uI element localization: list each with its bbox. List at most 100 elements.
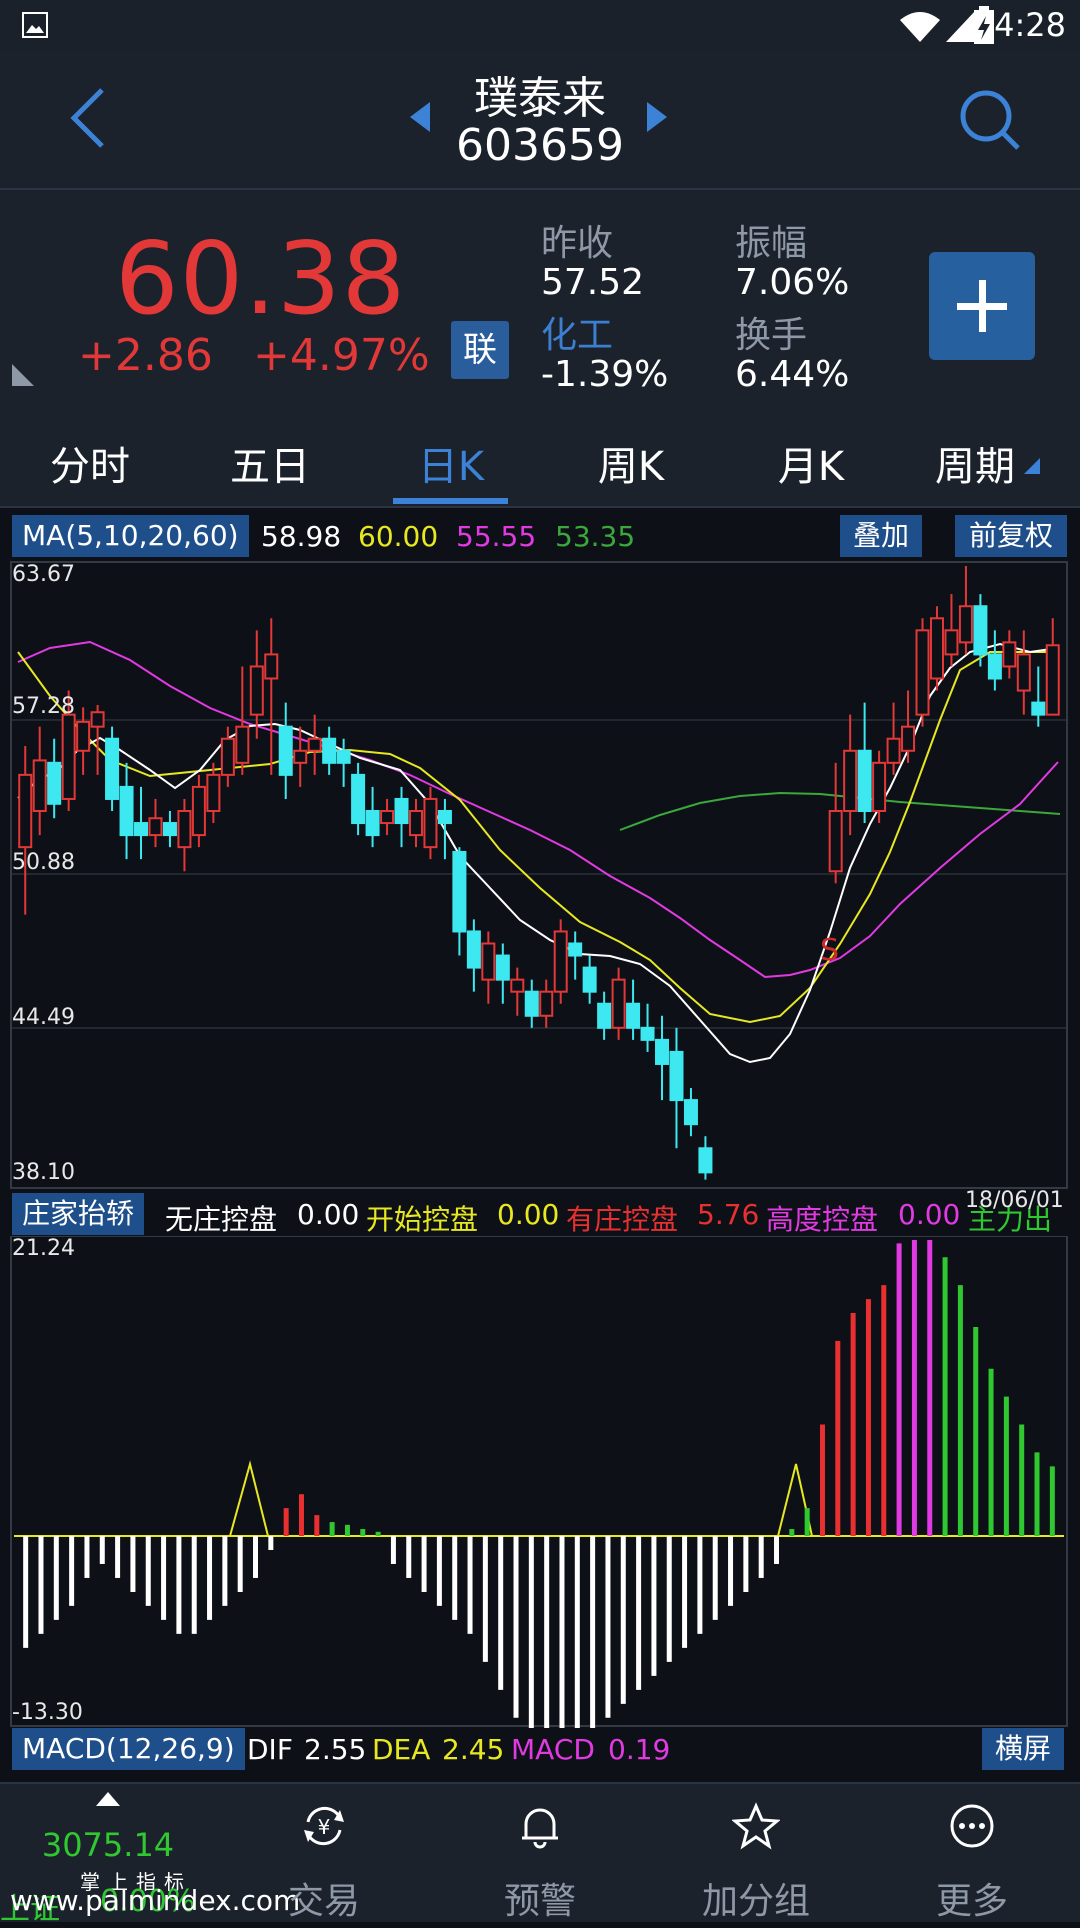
ma-label[interactable]: MA(5,10,20,60) (12, 515, 249, 557)
nav-more-label: 更多 (935, 1881, 1008, 1922)
next-stock-icon[interactable] (645, 100, 669, 134)
status-bar: 4:28 (0, 0, 1080, 52)
prev-stock-icon[interactable] (408, 100, 432, 134)
candle-body (553, 930, 568, 993)
tab-five-day[interactable]: 五日 (230, 444, 310, 490)
macd-label[interactable]: MACD(12,26,9) (12, 1728, 245, 1770)
candle-body (901, 725, 916, 752)
candle-body (828, 810, 843, 873)
candle-body (119, 785, 134, 837)
candle-body (958, 605, 973, 644)
tab-monthly-k[interactable]: 月K (777, 444, 845, 490)
turnover-value: 6.44% (735, 354, 850, 395)
overlay-button[interactable]: 叠加 (840, 515, 922, 557)
price-adjust-button[interactable]: 前复权 (955, 515, 1067, 557)
ma10-line (17, 651, 1058, 1024)
candle-body (843, 749, 858, 813)
candle-body (857, 749, 872, 813)
candle-body (423, 797, 438, 849)
expand-corner-icon[interactable] (10, 362, 36, 388)
candle-body (1002, 641, 1017, 668)
ma20-value: 55.55 (456, 520, 537, 553)
candle-body (1016, 653, 1031, 692)
chart-date: 18/06/01 (965, 1188, 1064, 1213)
signal-icon (946, 10, 976, 42)
status-time: 4:28 (994, 6, 1066, 44)
candle-body (47, 761, 62, 805)
prev-close-value: 57.52 (541, 262, 645, 303)
candle-body (191, 785, 206, 837)
candle-body (669, 1050, 684, 1102)
candle-body (987, 653, 1002, 680)
candle-body (18, 773, 33, 849)
sector-change: -1.39% (541, 354, 669, 395)
candle-body (510, 978, 525, 993)
candle-body (437, 810, 452, 825)
back-icon[interactable] (68, 86, 108, 150)
indicator-value-1: 0.00 (497, 1198, 560, 1231)
dif-label: DIF (247, 1733, 293, 1766)
candle-body (597, 1002, 612, 1029)
candle-body (336, 749, 351, 764)
nav-add-group-label: 加分组 (701, 1881, 810, 1922)
candle-body (611, 978, 626, 1029)
stock-name: 璞泰来 (474, 73, 606, 124)
nav-trade[interactable]: ¥ 交易 (216, 1784, 432, 1922)
candle-body (408, 810, 423, 837)
candle-body (394, 797, 409, 825)
nav-alert[interactable]: 预警 (432, 1784, 648, 1922)
indicator-label[interactable]: 庄家抬轿 (12, 1193, 145, 1235)
candle-body (683, 1099, 698, 1126)
tab-weekly-k[interactable]: 周K (597, 444, 665, 490)
candle-body (886, 737, 901, 764)
search-icon[interactable] (958, 88, 1022, 152)
candle-body (539, 990, 554, 1017)
price-axis-2: 57.28 (12, 694, 75, 719)
sector-label[interactable]: 化工 (541, 315, 614, 356)
candle-body (973, 605, 988, 656)
turnover-label: 换手 (735, 315, 808, 356)
candle-body (452, 850, 467, 933)
candle-body (61, 713, 76, 800)
dea-label: DEA (372, 1733, 431, 1766)
tab-daily-k[interactable]: 日K (417, 444, 485, 490)
star-icon (732, 1802, 780, 1850)
candle-body (134, 822, 149, 837)
quote-panel: 60.38 +2.86 +4.97% 联 昨收 57.52 化工 -1.39% … (0, 190, 1080, 414)
candle-body (351, 773, 366, 825)
candle-body (929, 617, 944, 680)
add-watchlist-button[interactable] (929, 252, 1035, 360)
collapse-up-icon (96, 1792, 120, 1806)
nav-more[interactable]: 更多 (864, 1784, 1080, 1922)
candle-body (206, 773, 221, 813)
index-change: 0.00% (100, 1884, 196, 1919)
linked-button[interactable]: 联 (451, 321, 509, 379)
tab-intraday[interactable]: 分时 (50, 444, 130, 490)
indicator-chart[interactable] (0, 1236, 1080, 1728)
dea-value: 2.45 (442, 1733, 505, 1766)
candle-body (365, 810, 380, 837)
stock-code: 603659 (456, 120, 624, 171)
nav-add-group[interactable]: 加分组 (648, 1784, 864, 1922)
ma60-value: 53.35 (555, 520, 636, 553)
amplitude-label: 振幅 (735, 223, 808, 264)
watermark-url: www.palmindex.com (10, 1884, 301, 1917)
index-value: 3075.14 (41, 1826, 175, 1864)
candle-body (915, 629, 930, 716)
candlestick-chart[interactable]: S (0, 560, 1080, 1190)
candle-body (162, 822, 177, 837)
macd-value-label: MACD (511, 1733, 595, 1766)
candle-body (220, 737, 235, 776)
price-axis-4: 44.49 (12, 1005, 75, 1030)
candle-body (380, 810, 395, 825)
more-icon (950, 1804, 994, 1848)
nav-index[interactable]: 3075.14 掌上指标 上证 0.00% www.palmindex.com (0, 1784, 300, 1927)
last-price: 60.38 (115, 220, 407, 337)
landscape-button[interactable]: 横屏 (982, 1728, 1064, 1770)
candle-body (235, 725, 250, 764)
indicator-axis-min: -13.30 (12, 1700, 83, 1725)
tab-period[interactable]: 周期 (935, 444, 1015, 490)
price-change: +2.86 (78, 330, 213, 381)
image-notification-icon (22, 12, 48, 38)
indicator-name-4: 主力出 (968, 1203, 1053, 1236)
